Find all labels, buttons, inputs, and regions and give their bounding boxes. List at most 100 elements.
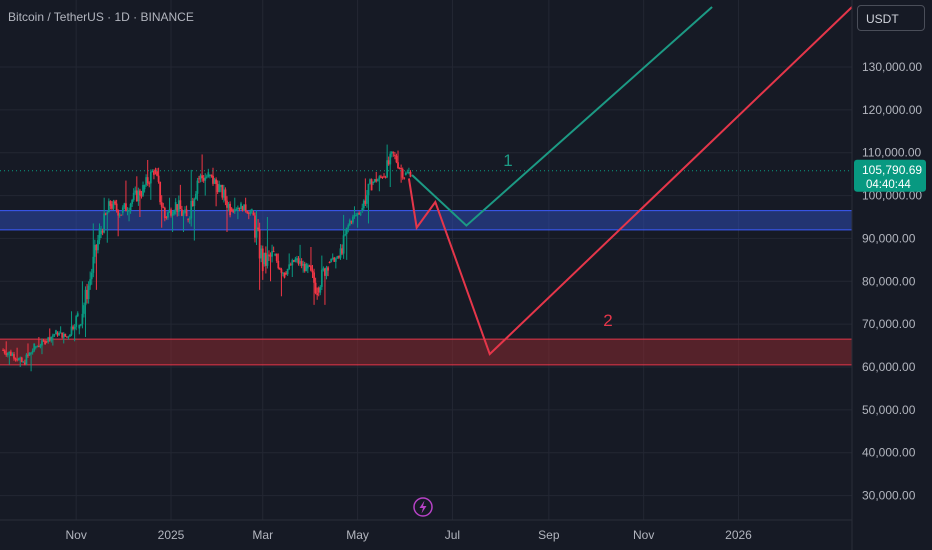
candle-body [330, 258, 333, 263]
candle-body [139, 190, 141, 196]
symbol-title: Bitcoin / TetherUS · 1D · BINANCE [8, 10, 194, 24]
candle-body [300, 261, 303, 266]
candle-body [114, 201, 116, 204]
x-tick-label: 2026 [725, 528, 752, 542]
candle-body [286, 268, 289, 275]
candle-body [339, 248, 342, 258]
candle-body [65, 336, 68, 338]
candle-body [409, 172, 412, 177]
currency-button[interactable]: USDT [857, 5, 925, 31]
candle-body [69, 334, 71, 337]
candle-body [31, 350, 34, 353]
candle-body [19, 357, 22, 359]
candle-body [244, 204, 247, 212]
candle-body [28, 352, 31, 356]
candle-body [285, 272, 287, 275]
candle-body [184, 209, 186, 213]
candle-body [165, 217, 168, 218]
candle-body [149, 171, 152, 184]
candle-body [362, 200, 365, 209]
candle-body [342, 235, 345, 254]
lightning-icon-ring [413, 497, 433, 517]
candle-body [230, 208, 233, 212]
candle-body [397, 162, 399, 168]
candle-body [240, 203, 242, 210]
candle-body [218, 184, 221, 192]
x-tick-label: May [346, 528, 369, 542]
candle-body [125, 203, 127, 212]
candle-body [280, 269, 283, 273]
x-tick-label: Nov [633, 528, 654, 542]
candle-body [333, 257, 336, 262]
candle-body [185, 209, 188, 217]
candle-body [319, 286, 322, 293]
candle-body [358, 213, 361, 215]
candle-body [104, 213, 107, 215]
candle-body [348, 220, 351, 226]
candle-body [143, 185, 146, 190]
lightning-icon-bolt [419, 500, 427, 514]
candle-body [243, 204, 245, 211]
candle-body [235, 209, 238, 211]
candle-body [73, 326, 76, 329]
candle-body [14, 358, 17, 360]
candle-body [151, 171, 154, 173]
scenario-2-label: 2 [603, 311, 612, 330]
y-tick-label: 120,000.00 [862, 103, 922, 117]
candle-body [120, 214, 123, 216]
candle-body [23, 362, 26, 365]
candle-body [22, 361, 25, 363]
candle-body [336, 256, 339, 259]
scenario-1-label: 1 [503, 151, 512, 170]
candle-body [157, 175, 160, 182]
candle-body [67, 336, 70, 338]
candle-body [25, 354, 28, 365]
candle-body [34, 346, 37, 348]
candle-body [174, 202, 177, 211]
candle-body [5, 353, 8, 356]
candle-body [227, 203, 230, 208]
candle-body [90, 272, 93, 280]
candle-body [229, 203, 232, 216]
candle-body [93, 244, 96, 257]
candle-body [384, 176, 387, 178]
candle-body [45, 341, 48, 343]
candle-body [117, 210, 120, 216]
candle-body [72, 326, 74, 329]
candle-body [320, 269, 323, 287]
candle-body [2, 349, 5, 351]
scenario-2-path [407, 6, 853, 356]
candle-body [53, 334, 56, 336]
candle-body [30, 352, 32, 354]
candle-body [196, 180, 199, 194]
candle-body [361, 208, 364, 211]
lightning-icon[interactable] [413, 497, 433, 517]
candle-body [249, 211, 252, 214]
candle-body [163, 207, 166, 218]
candle-body [159, 181, 162, 203]
candle-body [205, 176, 208, 178]
candle-body [154, 169, 157, 172]
candle-body [404, 172, 407, 175]
candle-body [403, 177, 406, 179]
candle-body [325, 267, 328, 276]
x-tick-label: Mar [252, 528, 273, 542]
candle-body [327, 267, 329, 271]
candle-body [261, 248, 264, 272]
candle-body [353, 215, 356, 217]
candle-body [87, 285, 90, 300]
candle-body [219, 184, 222, 187]
candle-body [222, 189, 225, 198]
scenario-1-path [411, 6, 713, 227]
candle-body [86, 289, 88, 300]
y-tick-label: 80,000.00 [862, 274, 916, 288]
candle-body [263, 252, 266, 265]
candle-body [288, 264, 291, 269]
candle-body [132, 192, 135, 200]
candle-body [171, 213, 174, 216]
candle-body [310, 265, 312, 271]
candle-body [317, 287, 320, 293]
candle-body [294, 258, 297, 262]
